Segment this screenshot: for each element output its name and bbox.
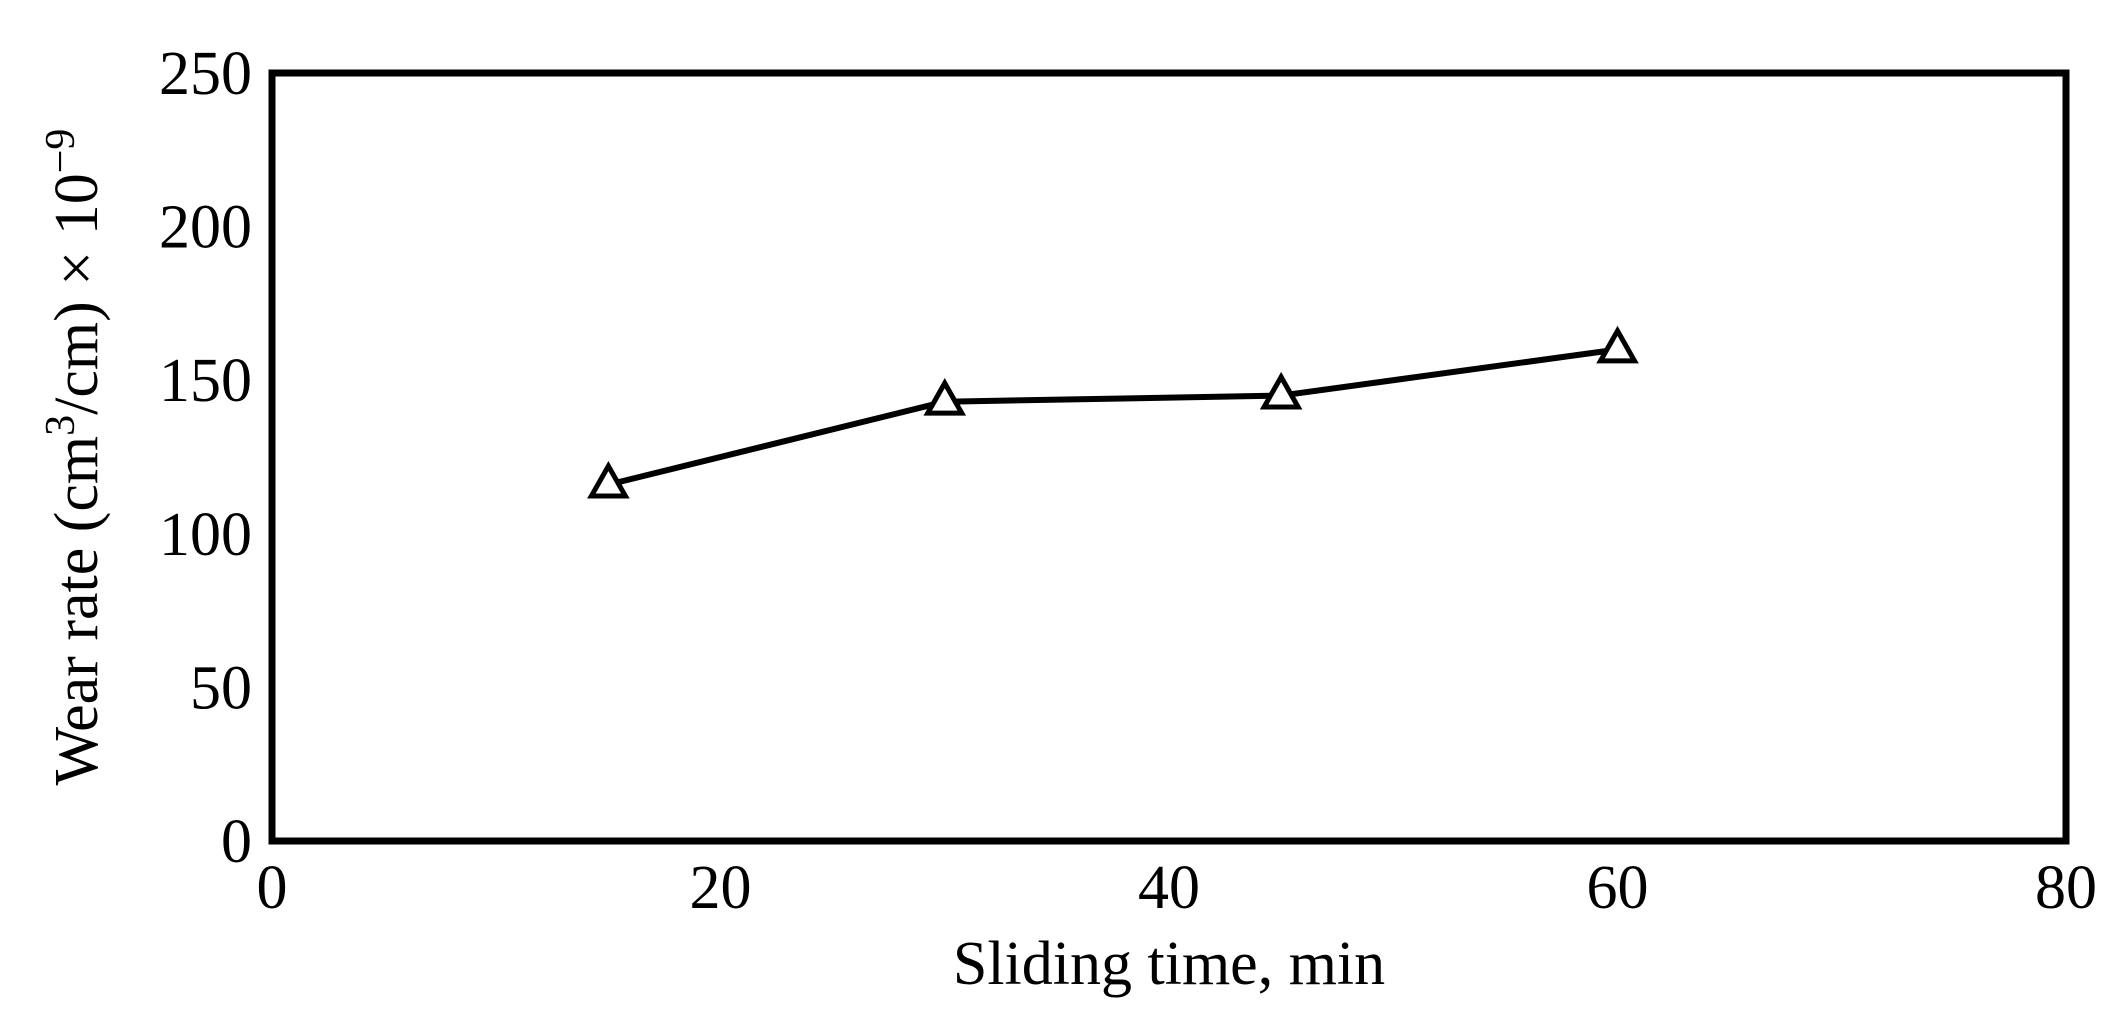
y-axis-title-sup-exponent: −9: [38, 129, 84, 174]
series-markers: [587, 325, 1639, 499]
y-axis-title-main: Wear rate (cm: [43, 436, 111, 786]
x-axis-title: Sliding time, min: [953, 930, 1385, 998]
y-tick-label: 100: [159, 501, 252, 569]
data-point-marker: [1259, 371, 1303, 410]
plot-area-frame: [268, 69, 2070, 845]
series-line: [607, 346, 1618, 488]
y-tick-label: 0: [221, 808, 252, 876]
data-point-marker: [1596, 325, 1639, 364]
x-tick-label: 80: [2035, 854, 2097, 922]
data-point-marker: [587, 460, 630, 499]
x-tick-label: 20: [690, 854, 752, 922]
y-axis-title-sup-3: 3: [38, 415, 84, 436]
y-tick-label: 200: [159, 194, 252, 262]
x-tick-label: 0: [257, 854, 288, 922]
y-tick-label: 150: [159, 347, 252, 415]
data-point-marker: [923, 378, 967, 416]
y-tick-label: 250: [159, 40, 252, 108]
y-tick-label: 50: [190, 654, 252, 722]
y-tick-labels: 0 50 100 150 200 250: [159, 40, 252, 876]
y-axis-title-mid: /cm) × 10: [43, 173, 111, 415]
y-axis-title: Wear rate (cm3/cm) × 10−9: [38, 129, 111, 786]
x-tick-label: 40: [1138, 854, 1200, 922]
x-tick-labels: 0 20 40 60 80: [257, 854, 2098, 922]
x-tick-label: 60: [1587, 854, 1649, 922]
